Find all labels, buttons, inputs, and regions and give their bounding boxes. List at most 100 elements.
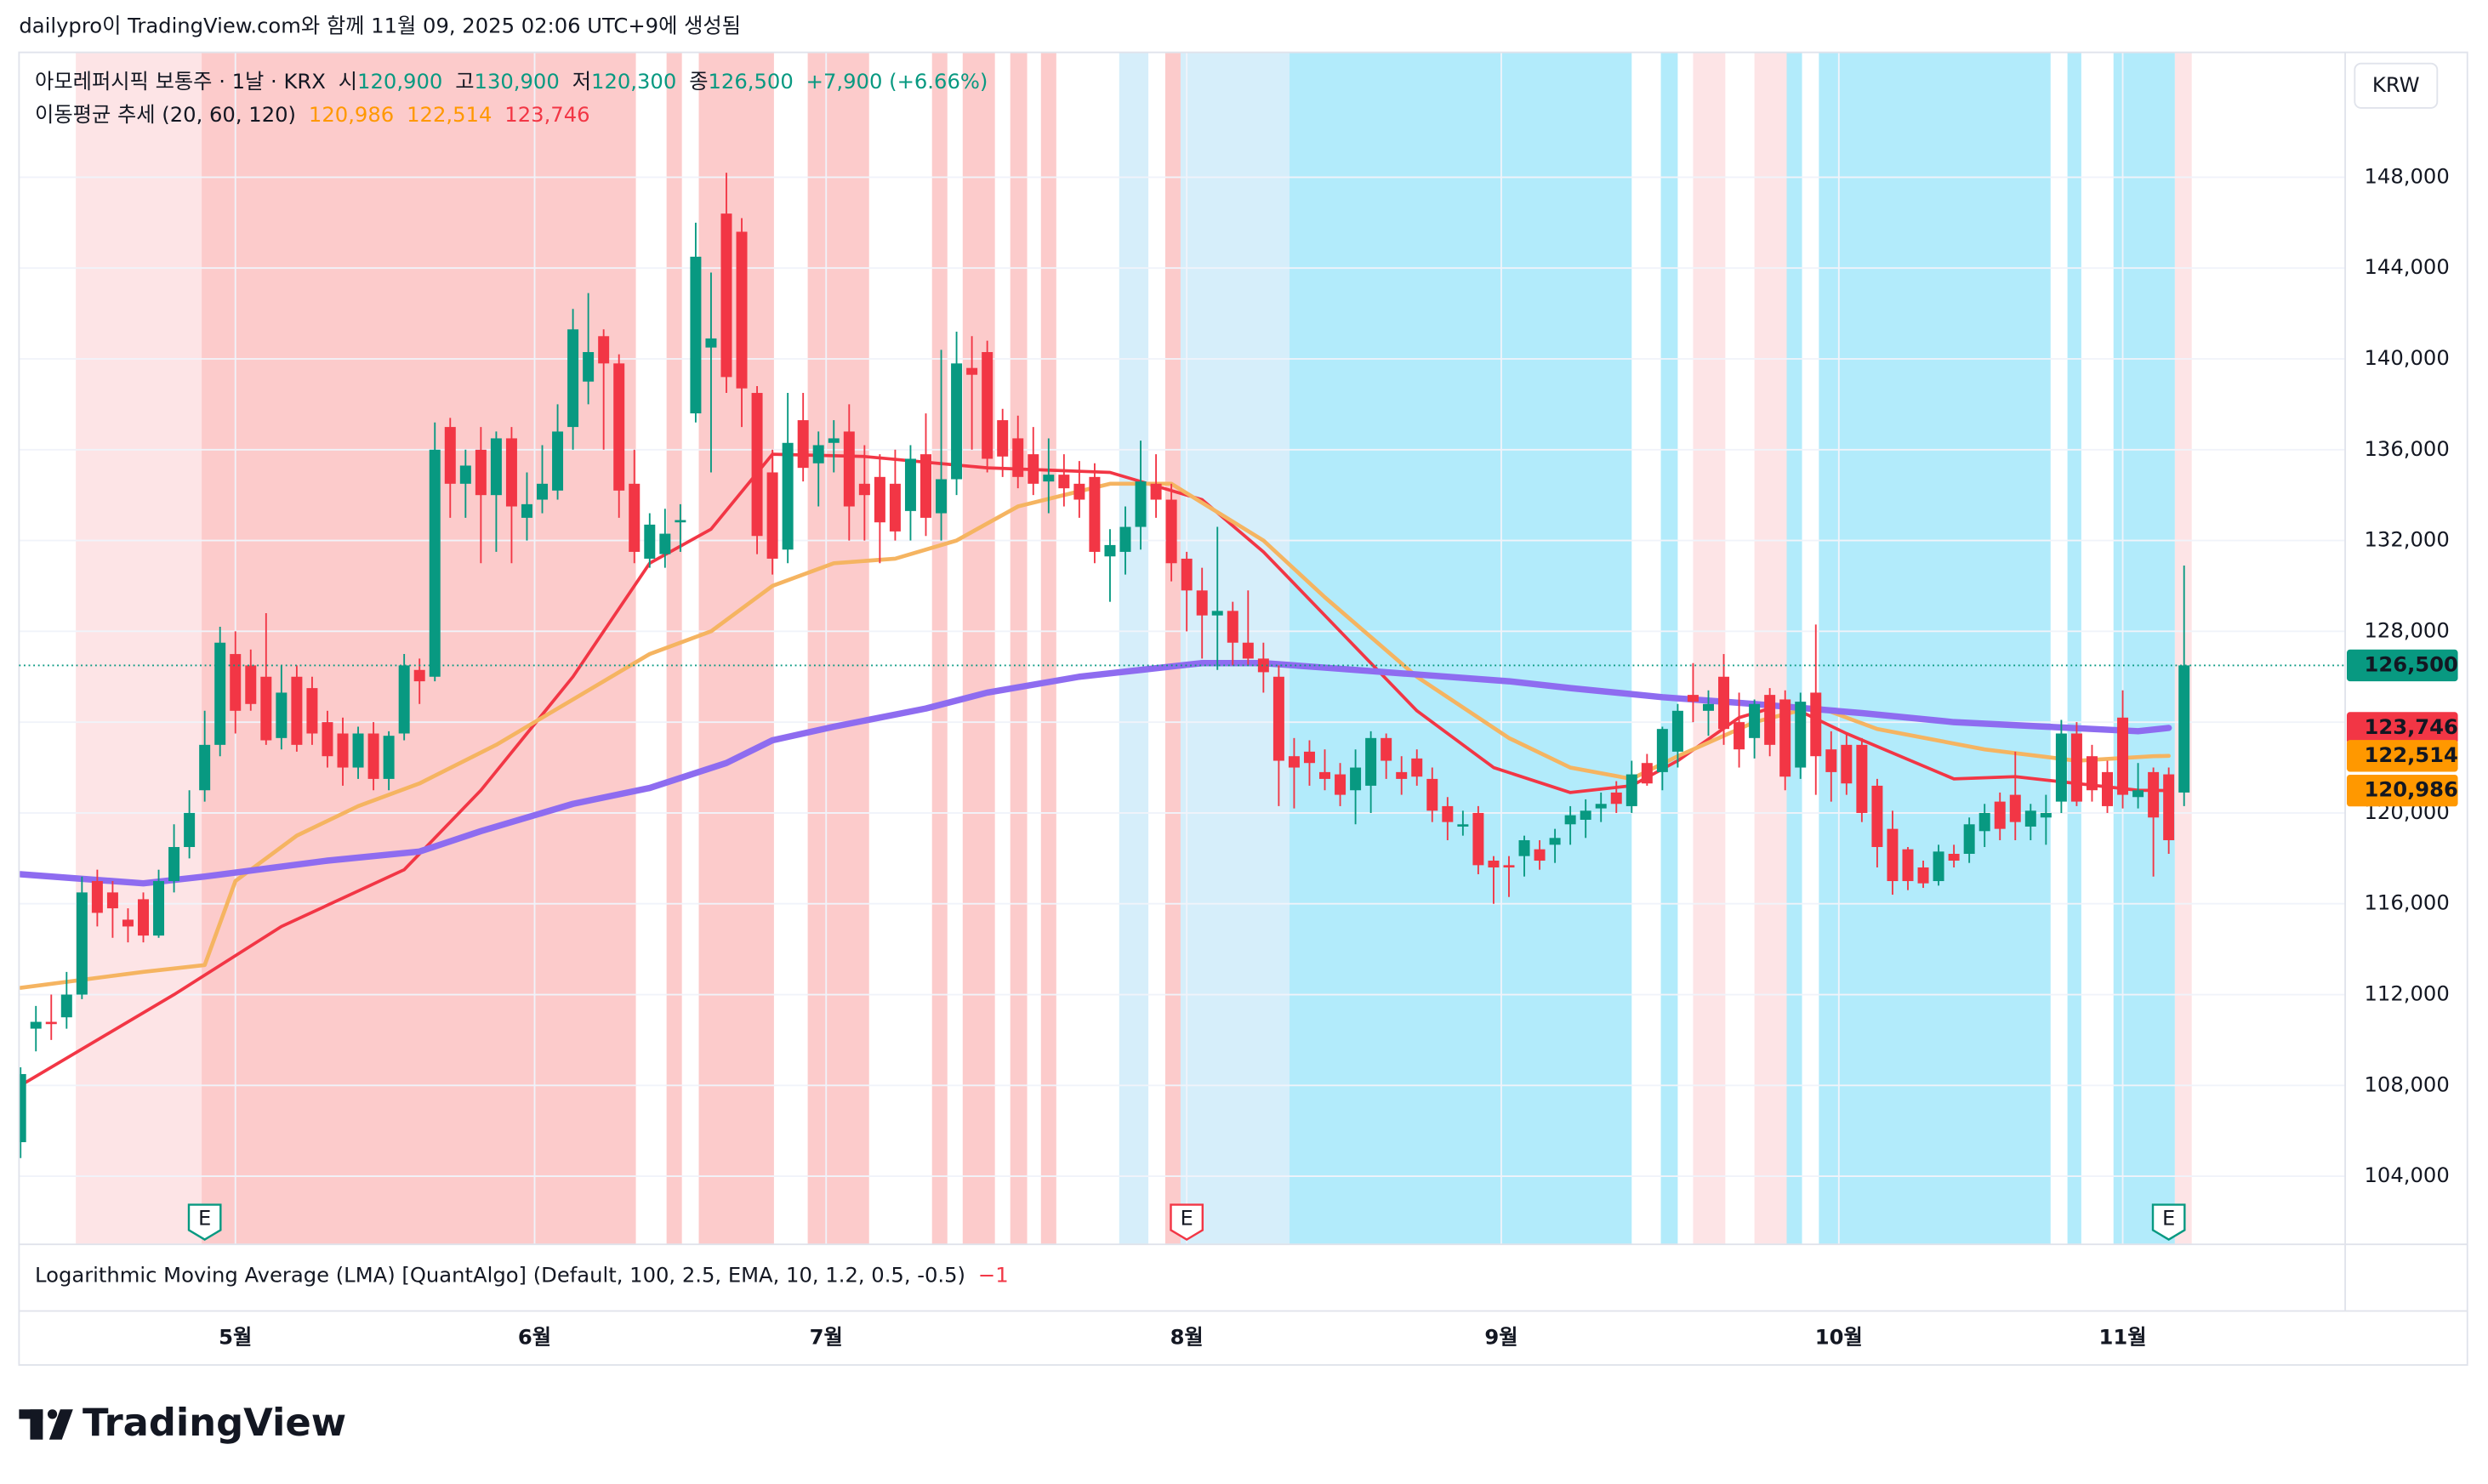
logo: TradingView xyxy=(19,1400,346,1445)
candle-body xyxy=(1856,744,1868,813)
candle-body xyxy=(398,665,410,734)
candle-body xyxy=(444,427,456,484)
candle-body xyxy=(583,351,595,382)
event-marker xyxy=(187,1203,222,1242)
candle-body xyxy=(1917,867,1929,884)
candle-body xyxy=(1196,590,1208,616)
price-tag-label: 123,746 xyxy=(2364,714,2457,739)
candle-body xyxy=(1595,804,1607,809)
candle-body xyxy=(1978,812,1990,832)
candle-body xyxy=(1043,475,1055,482)
price-tag xyxy=(2346,649,2458,682)
signal-band xyxy=(962,52,995,1245)
y-tick-label: 116,000 xyxy=(2364,890,2449,915)
currency-box[interactable] xyxy=(2354,62,2439,109)
candle-body xyxy=(1795,702,1807,768)
candle-body xyxy=(1641,763,1653,784)
candle-body xyxy=(797,420,809,469)
candle-body xyxy=(168,846,180,882)
caption: dailypro이 TradingView.com와 함께 11월 09, 20… xyxy=(19,14,741,38)
candle-body xyxy=(1749,703,1761,738)
candle-body xyxy=(1948,853,1960,861)
candle-body xyxy=(1288,756,1300,768)
candle-body xyxy=(1104,544,1116,557)
y-tick-label: 108,000 xyxy=(2364,1072,2449,1096)
candle-body xyxy=(1089,476,1101,552)
candle-body xyxy=(2132,790,2144,798)
candle-body xyxy=(1734,722,1745,750)
y-tick-label: 128,000 xyxy=(2364,617,2449,642)
candle-body xyxy=(629,483,641,552)
plot-area xyxy=(19,52,2346,1245)
candle-body xyxy=(1518,839,1530,856)
candle-body xyxy=(552,431,564,491)
candle-body xyxy=(920,454,931,518)
candle-body xyxy=(843,431,855,507)
candle-body xyxy=(766,472,778,559)
signal-band xyxy=(1754,52,1787,1245)
y-tick-label: 104,000 xyxy=(2364,1163,2449,1187)
candle-body xyxy=(1656,729,1668,772)
candle-body xyxy=(1335,774,1346,795)
candle-body xyxy=(690,256,702,414)
low-value: 120,300 xyxy=(591,69,676,94)
candle-body xyxy=(1994,801,2006,829)
x-tick-label: 9월 xyxy=(1484,1324,1517,1349)
candle-body xyxy=(490,438,502,496)
candle-body xyxy=(199,744,211,791)
candle-body xyxy=(505,438,517,507)
signal-band xyxy=(1010,52,1028,1245)
signal-band xyxy=(931,52,948,1245)
candle-body xyxy=(1488,861,1500,868)
candle-body xyxy=(1841,744,1853,784)
candle-body xyxy=(2055,733,2067,802)
candle-body xyxy=(45,1021,57,1025)
signal-band xyxy=(202,52,636,1245)
candle-body xyxy=(997,420,1009,457)
candle-body xyxy=(1012,438,1024,477)
low-label: 저 xyxy=(572,69,591,94)
candle-body xyxy=(337,733,349,768)
open-label: 시 xyxy=(339,69,357,94)
candle-body xyxy=(644,524,656,559)
candle-body xyxy=(966,367,978,375)
candle-body xyxy=(1625,774,1637,806)
candle-body xyxy=(260,676,272,741)
x-tick-label: 11월 xyxy=(2099,1324,2147,1349)
candle-body xyxy=(475,449,487,496)
candle-body xyxy=(1671,710,1683,752)
y-tick-label: 148,000 xyxy=(2364,163,2449,188)
candle-body xyxy=(1779,699,1791,777)
candle-body xyxy=(322,722,333,757)
x-tick-label: 8월 xyxy=(1170,1324,1204,1349)
candle-body xyxy=(2040,812,2052,818)
candle-body xyxy=(1135,481,1147,527)
candle-body xyxy=(383,736,395,779)
high-value: 130,900 xyxy=(475,69,560,94)
candle-body xyxy=(1764,695,1776,745)
candle-body xyxy=(106,892,118,909)
price-tag-label: 126,500 xyxy=(2364,651,2457,676)
candle-body xyxy=(1058,475,1070,489)
ma-title: 이동평균 추세 (20, 60, 120) xyxy=(35,102,296,127)
candle-body xyxy=(1610,792,1622,805)
candle-body xyxy=(1442,805,1454,822)
currency: KRW xyxy=(2372,72,2420,97)
candle-body xyxy=(1549,838,1561,845)
symbol: 아모레퍼시픽 보통주 · 1날 · KRX xyxy=(35,69,326,94)
candle-body xyxy=(1718,676,1730,730)
candle-body xyxy=(230,654,242,711)
candle-body xyxy=(1028,454,1039,484)
legend-row: 아모레퍼시픽 보통주 · 1날 · KRX 시120,900 고130,900 저12… xyxy=(35,69,988,94)
signal-band xyxy=(1693,52,1726,1245)
x-tick-label: 7월 xyxy=(810,1324,843,1349)
candle-body xyxy=(1150,483,1162,500)
candle-body xyxy=(184,812,196,847)
candle-body xyxy=(1381,737,1392,761)
y-tick-label: 132,000 xyxy=(2364,527,2449,552)
candle-body xyxy=(91,881,103,913)
signal-band xyxy=(1040,52,1056,1245)
candle-body xyxy=(2024,810,2036,827)
candle-body xyxy=(951,363,963,480)
